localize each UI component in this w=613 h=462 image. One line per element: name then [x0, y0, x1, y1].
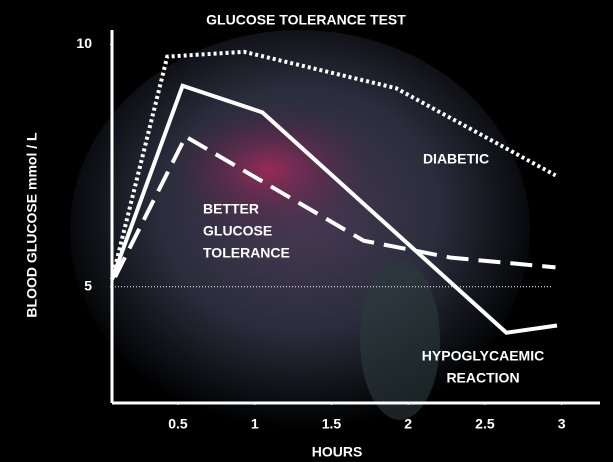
y-tick-label: 5	[84, 277, 92, 293]
series-annotation: BETTER	[203, 201, 259, 217]
x-tick-label: 1	[251, 416, 259, 432]
x-tick-label: 2.5	[475, 416, 495, 432]
x-tick-label: 1.5	[322, 416, 342, 432]
series-annotation: GLUCOSE	[203, 223, 272, 239]
series-annotation: HYPOGLYCAEMIC	[422, 348, 544, 364]
x-tick-label: 3	[558, 416, 566, 432]
mri-image	[360, 260, 440, 420]
chart-title: GLUCOSE TOLERANCE TEST	[206, 12, 406, 28]
x-axis-label: HOURS	[312, 444, 363, 460]
y-tick-label: 10	[76, 35, 92, 51]
chart: GLUCOSE TOLERANCE TEST HOURS BLOOD GLUCO…	[0, 0, 613, 462]
y-axis-label: BLOOD GLUCOSE mmol / L	[24, 132, 40, 318]
series-annotation: TOLERANCE	[203, 245, 290, 261]
x-tick-label: 2	[404, 416, 412, 432]
series-annotation: DIABETIC	[423, 151, 489, 167]
series-annotation: REACTION	[446, 370, 519, 386]
x-tick-label: 0.5	[168, 416, 188, 432]
